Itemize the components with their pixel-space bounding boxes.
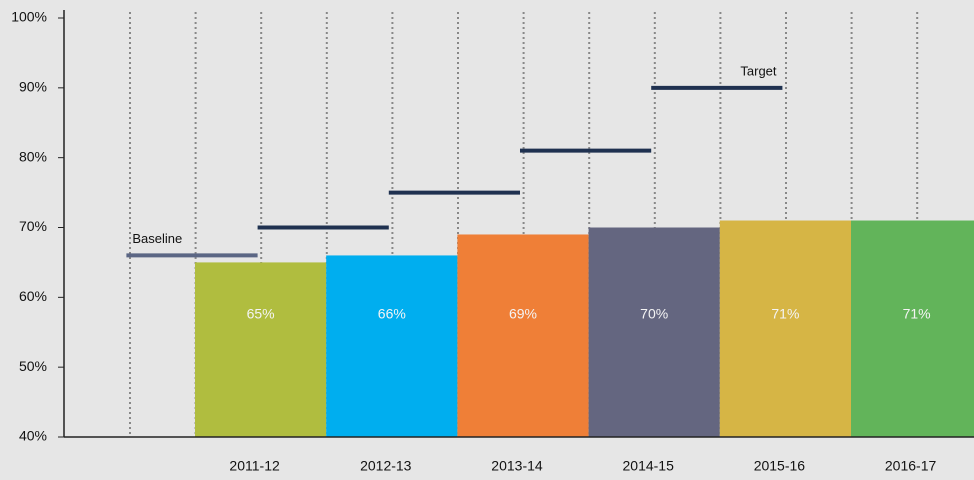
- bar: [326, 255, 458, 437]
- target-label: Target: [740, 63, 777, 78]
- x-tick-label: 2013-14: [491, 458, 543, 474]
- y-tick-label: 40%: [19, 428, 47, 444]
- bar: [851, 220, 974, 437]
- bar: [719, 220, 851, 437]
- x-tick-label: 2015-16: [754, 458, 806, 474]
- bar: [195, 262, 327, 437]
- y-tick-label: 60%: [19, 288, 47, 304]
- x-tick-label: 2012-13: [360, 458, 412, 474]
- target-label: Baseline: [132, 231, 182, 246]
- x-tick-label: 2014-15: [623, 458, 675, 474]
- bar: [457, 234, 589, 437]
- x-tick-label: 2011-12: [229, 458, 280, 474]
- value-label: 71%: [903, 306, 931, 322]
- value-label: 65%: [247, 306, 275, 322]
- value-label: 66%: [378, 306, 406, 322]
- bar: [588, 227, 720, 437]
- y-tick-label: 100%: [11, 9, 47, 25]
- y-tick-label: 90%: [19, 79, 47, 95]
- x-tick-label: 2016-17: [885, 458, 937, 474]
- value-label: 69%: [509, 306, 537, 322]
- value-label: 71%: [771, 306, 799, 322]
- y-tick-label: 50%: [19, 358, 47, 374]
- y-tick-label: 80%: [19, 148, 47, 164]
- y-tick-label: 70%: [19, 218, 47, 234]
- value-label: 70%: [640, 306, 668, 322]
